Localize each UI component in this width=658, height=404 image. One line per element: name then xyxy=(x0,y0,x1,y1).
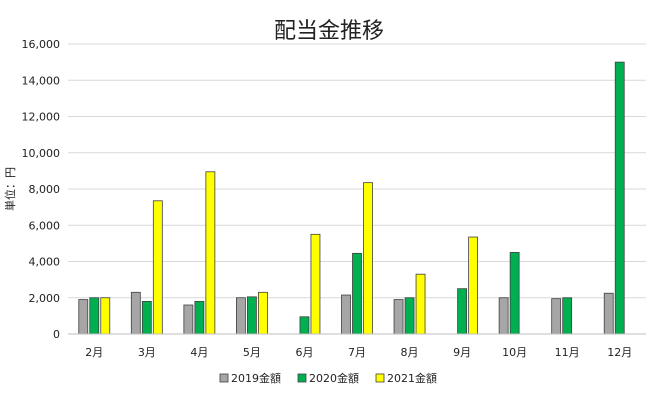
bar-2020金額-3月 xyxy=(141,300,152,335)
y-tick-label: 0 xyxy=(53,328,60,341)
y-tick-label: 16,000 xyxy=(22,38,61,51)
y-tick-label: 10,000 xyxy=(22,147,61,160)
y-tick-label: 2,000 xyxy=(29,292,61,305)
bar-2019金額-4月 xyxy=(183,304,194,335)
bar-2019金額-7月 xyxy=(341,294,351,335)
bar-2019金額-10月 xyxy=(498,297,509,335)
y-tick-label: 8,000 xyxy=(29,183,61,196)
x-tick-label: 6月 xyxy=(295,346,313,359)
chart-title: 配当金推移 xyxy=(274,19,384,44)
bar-2020金額-4月 xyxy=(194,300,205,335)
y-tick-label: 12,000 xyxy=(22,111,61,124)
bar-2020金額-8月 xyxy=(404,297,415,335)
bar-2020金額-11月 xyxy=(562,297,573,335)
bar-2021金額-5月 xyxy=(258,291,268,335)
bar-2019金額-2月 xyxy=(78,299,89,335)
y-tick-label: 4,000 xyxy=(29,256,61,269)
x-tick-label: 9月 xyxy=(453,346,471,359)
legend-label: 2019金額 xyxy=(231,371,281,385)
x-tick-label: 2月 xyxy=(85,346,103,359)
legend-label: 2020金額 xyxy=(309,371,359,385)
bar-2021金額-4月 xyxy=(205,171,216,335)
y-tick-label: 14,000 xyxy=(22,74,61,87)
x-tick-label: 4月 xyxy=(190,346,208,359)
bar-2019金額-8月 xyxy=(393,299,404,335)
y-tick-label: 6,000 xyxy=(29,219,61,232)
bar-2021金額-3月 xyxy=(152,200,163,335)
bar-2020金額-6月 xyxy=(299,316,310,335)
x-tick-label: 11月 xyxy=(555,346,580,359)
x-tick-label: 8月 xyxy=(401,346,419,359)
bar-2020金額-7月 xyxy=(352,252,362,335)
bar-2019金額-11月 xyxy=(551,298,562,335)
legend: 2019金額 2020金額 2021金額 xyxy=(219,371,437,385)
bars xyxy=(78,61,625,335)
bar-2020金額-9月 xyxy=(457,288,467,335)
bar-2019金額-12月 xyxy=(603,292,614,335)
bar-2021金額-6月 xyxy=(310,233,321,335)
x-axis-ticks: 2月 3月 4月 5月 6月 7月 8月 9月 10月 11月 12月 xyxy=(85,346,632,359)
bar-2021金額-8月 xyxy=(415,273,426,335)
bar-2019金額-3月 xyxy=(130,291,141,335)
bar-2021金額-9月 xyxy=(468,236,478,335)
x-tick-label: 5月 xyxy=(243,346,261,359)
legend-swatch xyxy=(297,373,307,383)
grid-lines xyxy=(68,43,646,299)
legend-label: 2021金額 xyxy=(387,371,437,385)
bar-2021金額-2月 xyxy=(100,297,111,335)
bar-2020金額-2月 xyxy=(89,297,100,335)
x-tick-label: 3月 xyxy=(138,346,156,359)
bar-2020金額-10月 xyxy=(509,252,520,335)
bar-2020金額-5月 xyxy=(247,296,257,335)
x-tick-label: 7月 xyxy=(348,346,366,359)
y-axis-label: 単位：円 xyxy=(3,167,17,211)
x-tick-label: 12月 xyxy=(607,346,632,359)
bar-2021金額-7月 xyxy=(363,182,373,335)
bar-2020金額-12月 xyxy=(614,61,625,335)
bar-2019金額-5月 xyxy=(236,297,246,335)
legend-swatch xyxy=(219,373,229,383)
y-axis-ticks: 0 2,000 4,000 6,000 8,000 10,000 12,000 14,000 1… xyxy=(22,38,61,341)
legend-swatch xyxy=(375,373,385,383)
x-tick-label: 10月 xyxy=(502,346,527,359)
